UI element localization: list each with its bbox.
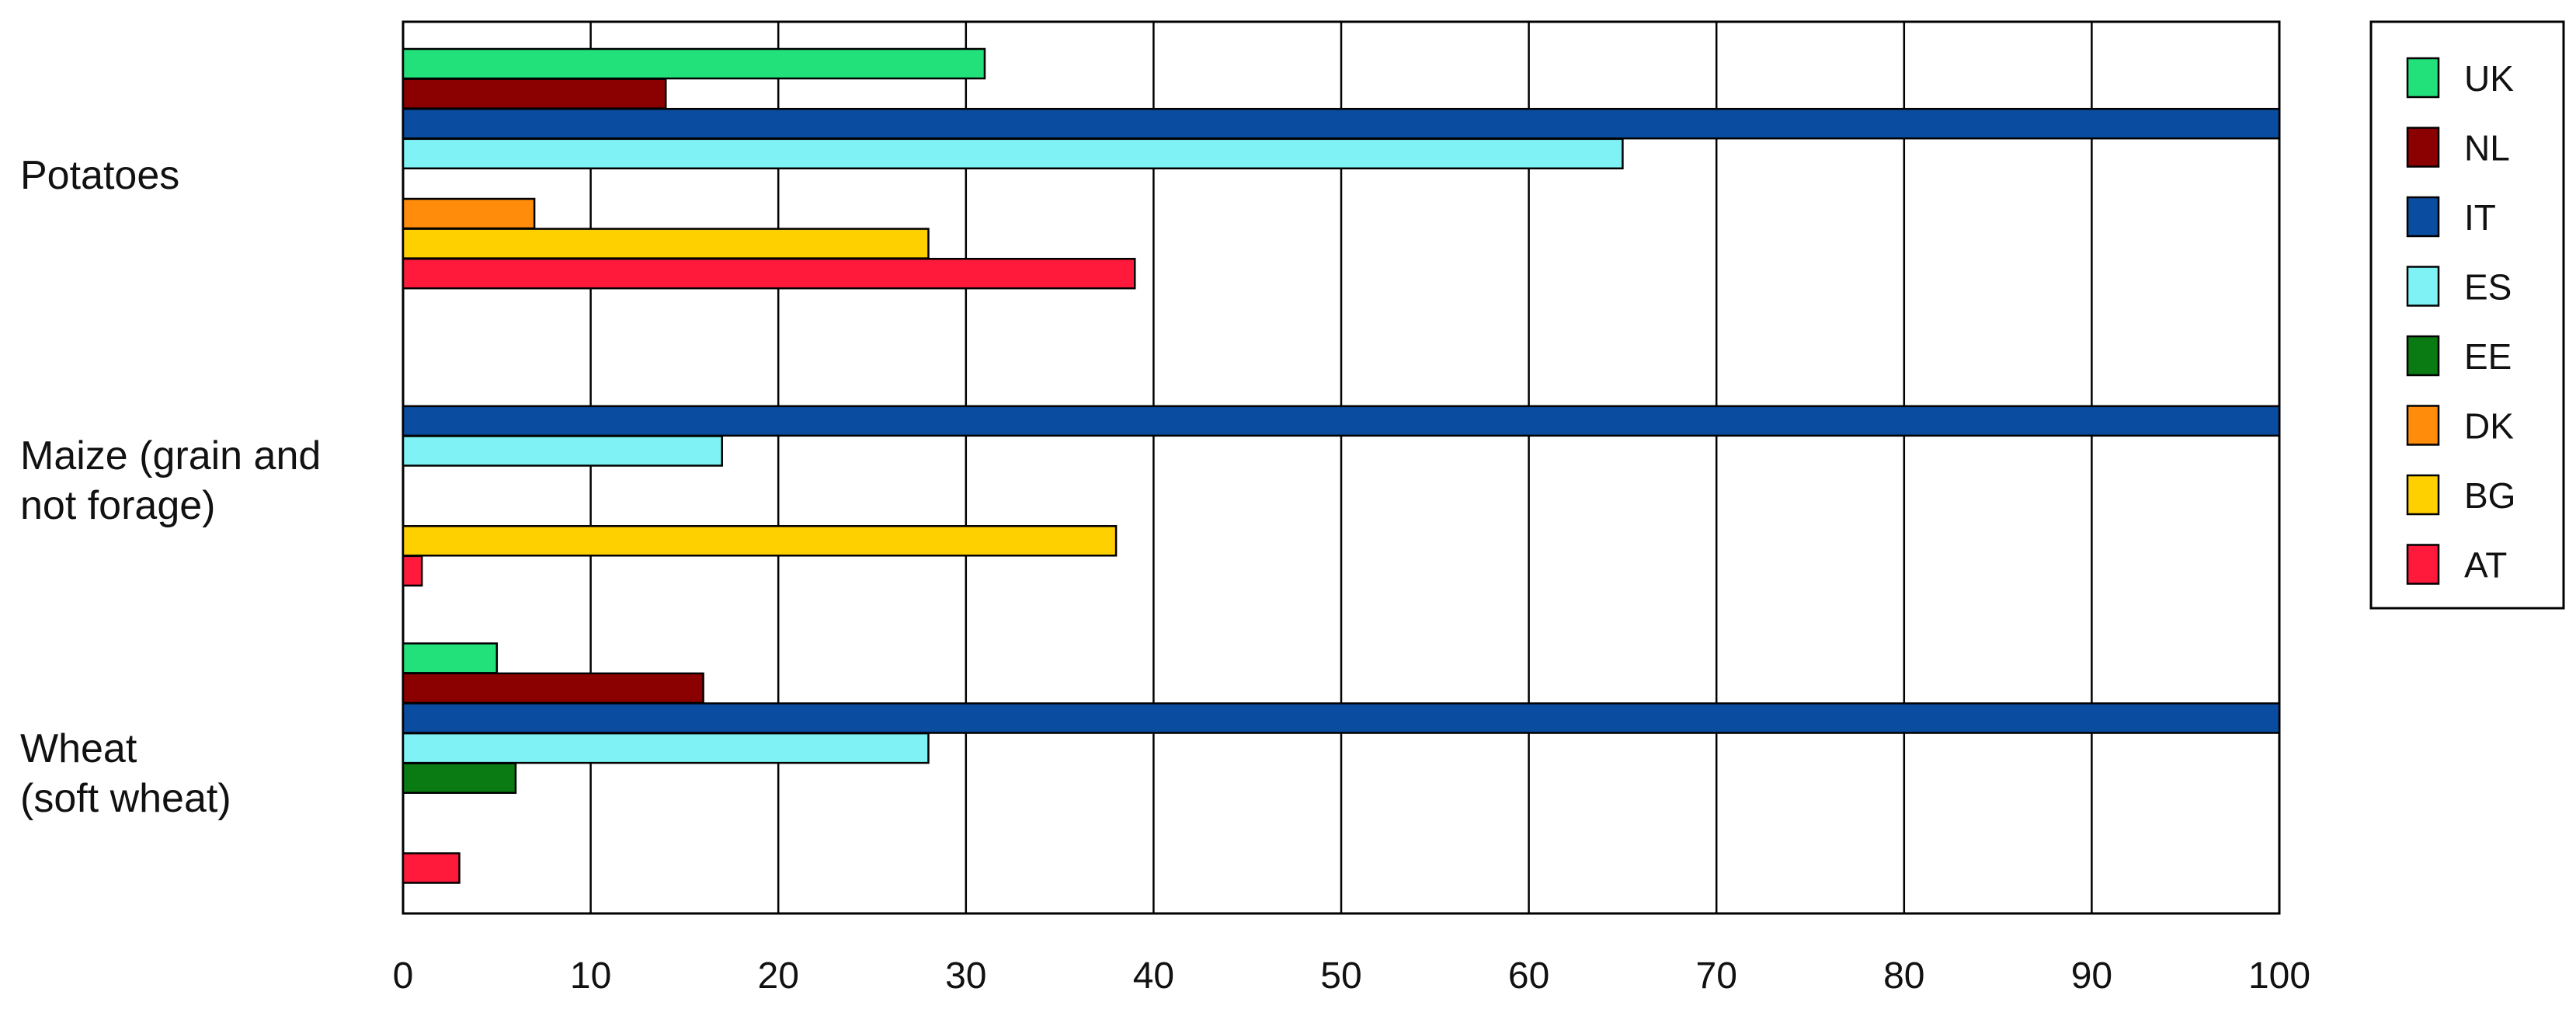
bar-it-0: [402, 107, 2281, 140]
x-tick-label-20: 20: [758, 955, 799, 997]
legend-label-dk: DK: [2464, 406, 2514, 447]
legend-label-uk: UK: [2464, 58, 2514, 99]
x-tick-label-50: 50: [1320, 955, 1361, 997]
x-tick-label-80: 80: [1883, 955, 1924, 997]
x-tick-label-0: 0: [393, 955, 414, 997]
category-label-2-line-1: (soft wheat): [20, 776, 231, 821]
bar-es-2: [402, 732, 930, 764]
legend-swatch-nl: [2406, 127, 2440, 168]
legend-swatch-at: [2406, 544, 2440, 585]
legend-swatch-ee: [2406, 335, 2440, 377]
bar-dk-0: [402, 197, 536, 230]
x-tick-label-30: 30: [945, 955, 986, 997]
legend-label-bg: BG: [2464, 475, 2515, 516]
bar-bg-1: [402, 525, 1118, 557]
bar-uk-0: [402, 47, 986, 80]
bar-at-0: [402, 257, 1136, 290]
category-label-0-line-0: Potatoes: [20, 153, 179, 198]
bar-es-1: [402, 435, 723, 467]
x-tick-label-100: 100: [2248, 955, 2310, 997]
legend-label-nl: NL: [2464, 128, 2510, 169]
category-label-2-line-0: Wheat: [20, 726, 137, 771]
legend-label-it: IT: [2464, 197, 2496, 238]
bar-at-1: [402, 555, 423, 587]
legend-swatch-dk: [2406, 405, 2440, 446]
x-tick-label-90: 90: [2071, 955, 2112, 997]
category-label-1-line-1: not forage): [20, 483, 216, 528]
legend-swatch-uk: [2406, 57, 2440, 99]
x-tick-label-10: 10: [570, 955, 611, 997]
legend-label-at: AT: [2464, 545, 2507, 586]
legend-swatch-es: [2406, 266, 2440, 307]
legend-label-es: ES: [2464, 267, 2512, 308]
legend-label-ee: EE: [2464, 336, 2512, 377]
x-tick-label-40: 40: [1133, 955, 1174, 997]
x-tick-label-60: 60: [1508, 955, 1549, 997]
x-tick-label-70: 70: [1696, 955, 1737, 997]
bar-ee-2: [402, 762, 517, 794]
bar-es-0: [402, 137, 1624, 170]
legend-box: [2369, 20, 2565, 610]
legend-swatch-bg: [2406, 474, 2440, 516]
bar-at-2: [402, 852, 461, 884]
bar-uk-2: [402, 642, 499, 674]
bar-nl-0: [402, 78, 667, 110]
bar-nl-2: [402, 672, 704, 705]
category-label-1-line-0: Maize (grain and: [20, 433, 321, 478]
bar-it-1: [402, 405, 2281, 437]
bar-it-2: [402, 702, 2281, 734]
legend-swatch-it: [2406, 196, 2440, 238]
bar-bg-0: [402, 228, 930, 259]
